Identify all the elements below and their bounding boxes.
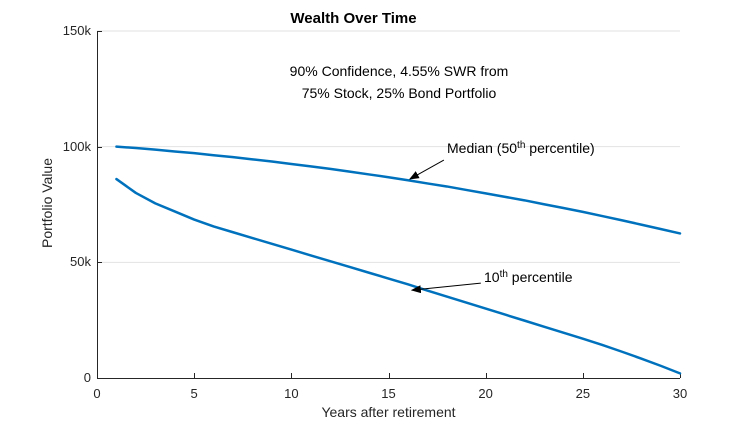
y-tick-label: 100k [62, 138, 91, 154]
y-tick-label: 150k [62, 23, 91, 38]
median-arrow [409, 159, 445, 180]
chart-subtitle: 90% Confidence, 4.55% SWR from 75% Stock… [249, 60, 549, 104]
y-tick-label: 50k [70, 254, 91, 270]
subtitle-line-1: 90% Confidence, 4.55% SWR from [289, 63, 509, 79]
series-lines [115, 145, 682, 375]
subtitle-line-2: 75% Stock, 25% Bond Portfolio [301, 85, 497, 101]
median-label-text: Median (50 [447, 140, 518, 156]
axes [97, 31, 681, 379]
tenth-label-sup: th [499, 269, 508, 280]
x-tick-label: 30 [672, 386, 688, 401]
median-annotation: Median (50th percentile) [447, 140, 595, 156]
x-tick-label: 20 [478, 386, 493, 401]
x-tick-label: 10 [284, 386, 299, 401]
chart-title: Wealth Over Time [290, 10, 417, 27]
median-label-sup: th [517, 140, 526, 151]
x-axis-label: Years after retirement [321, 404, 456, 420]
annotation-arrows [409, 159, 481, 294]
gridlines [97, 30, 680, 263]
x-tick-label: 0 [93, 386, 101, 401]
median-line [115, 145, 682, 235]
tenth-percentile-annotation: 10th percentile [484, 269, 573, 285]
x-tick-label: 15 [381, 386, 396, 401]
tenth-percentile-line [115, 177, 682, 375]
tenth-label-text: 10 [484, 269, 500, 285]
median-label-text-end: percentile) [525, 140, 595, 156]
x-tick-label: 25 [575, 386, 591, 401]
tenth-arrow [410, 282, 481, 294]
x-tick-label: 5 [190, 386, 198, 401]
tenth-label-text-end: percentile [507, 269, 573, 285]
y-tick-label: 0 [83, 370, 91, 385]
